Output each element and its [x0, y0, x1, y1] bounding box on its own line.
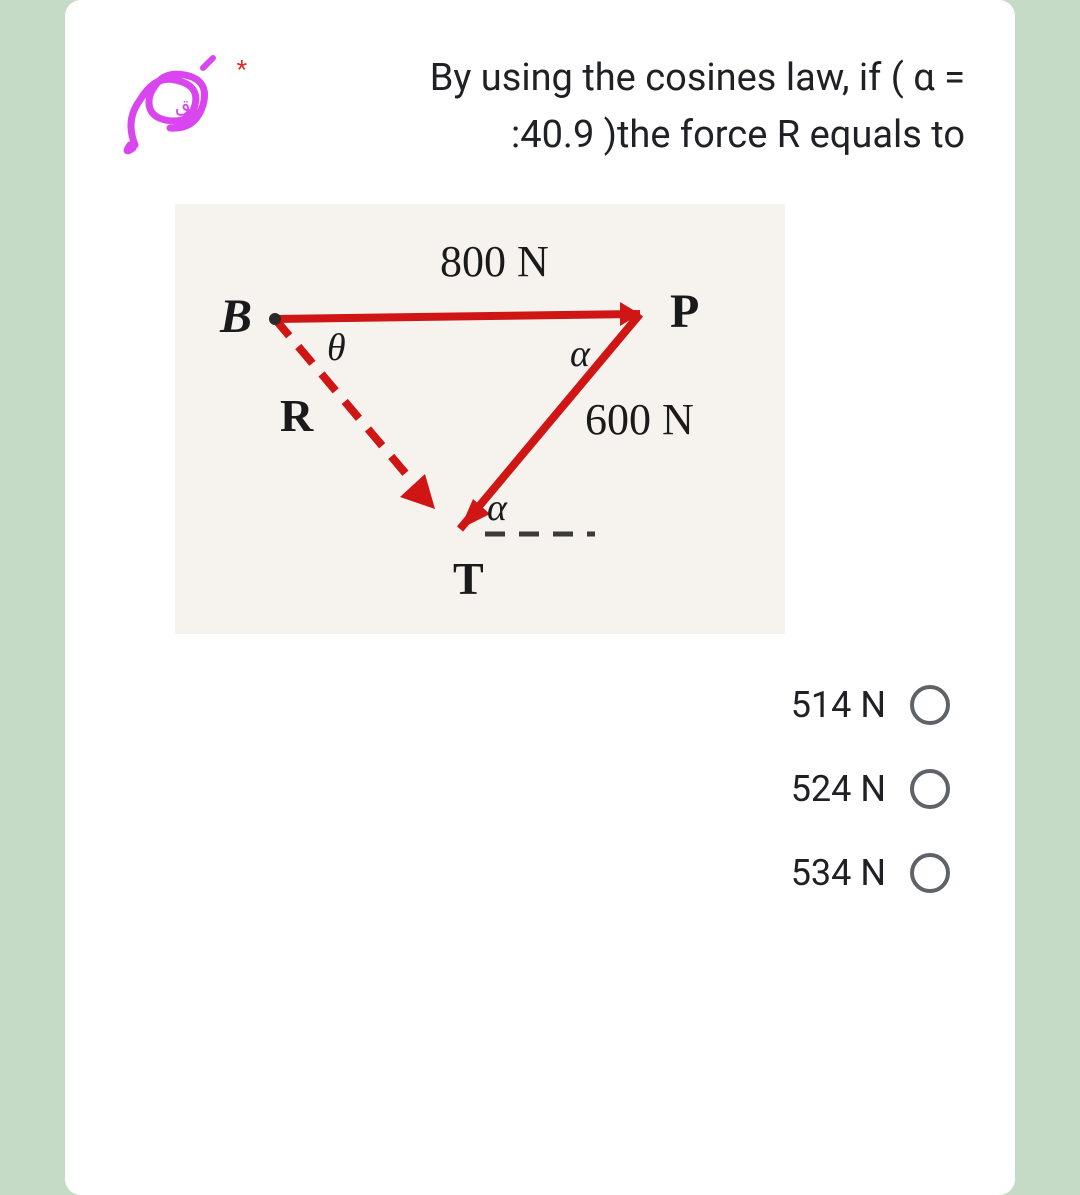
label-P: P [670, 284, 699, 339]
options-list: 514 N 524 N 534 N [115, 684, 965, 894]
question-line-1: By using the cosines law, if ( α = [265, 50, 965, 107]
force-diagram: 800 N 600 N B P R T θ α α [175, 204, 785, 634]
option-label: 534 N [791, 852, 886, 894]
points-text: نق [175, 92, 197, 117]
option-label: 524 N [791, 768, 886, 810]
option-514n[interactable]: 514 N [791, 684, 950, 726]
label-alpha-top: α [570, 332, 590, 376]
radio-icon [910, 769, 950, 809]
label-B: B [220, 289, 252, 344]
label-600n: 600 N [585, 394, 694, 445]
question-text: By using the cosines law, if ( α = :40.9… [265, 50, 965, 164]
label-R: R [280, 389, 313, 442]
radio-icon [910, 685, 950, 725]
option-524n[interactable]: 524 N [791, 768, 950, 810]
label-T: T [453, 552, 484, 605]
label-800n: 800 N [440, 236, 549, 287]
scribble-icon: * نق [115, 50, 235, 164]
required-indicator: * [237, 55, 247, 83]
option-534n[interactable]: 534 N [791, 852, 950, 894]
question-card: * نق By using the cosines law, if ( α = … [65, 0, 1015, 1195]
question-line-2: :40.9 )the force R equals to [265, 107, 965, 164]
option-label: 514 N [791, 684, 886, 726]
question-header: * نق By using the cosines law, if ( α = … [115, 50, 965, 164]
label-alpha-bottom: α [487, 486, 507, 530]
label-theta: θ [327, 326, 346, 370]
radio-icon [910, 853, 950, 893]
